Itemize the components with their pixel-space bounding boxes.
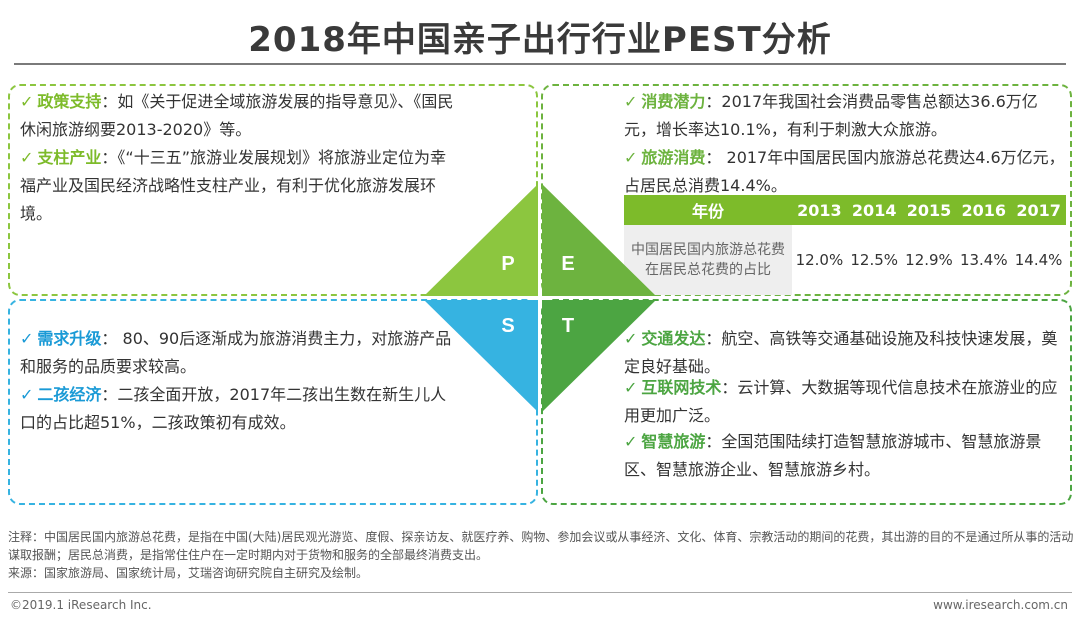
check-icon: ✓ [20,148,34,167]
website: www.iresearch.com.cn [933,598,1068,612]
technology-item-2: ✓ 互联网技术：云计算、大数据等现代信息技术在旅游业的应用更加广泛。 [624,374,1064,430]
consumption-share-table: 年份 2013 2014 2015 2016 2017 中国居民国内旅游总花费在… [624,195,1066,295]
copyright: ©2019.1 iResearch Inc. [10,598,152,612]
table-header-row: 年份 2013 2014 2015 2016 2017 [624,195,1066,225]
policy-item-2: ✓ 支柱产业：《“十三五”旅游业发展规划》将旅游业定位为幸福产业及国民经济战略性支… [20,144,460,228]
pest-letter-s: S [501,315,514,337]
policy-text: ：《“十三五”旅游业发展规划》将旅游业定位为幸福产业及国民经济战略性支柱产业，有… [20,148,447,223]
policy-keyword: 支柱产业 [37,148,102,167]
technology-text: ：云计算、大数据等现代信息技术在旅游业的应用更加广泛。 [624,378,1058,425]
table-cell: 13.4% [959,251,1008,269]
pest-letter-t: T [562,315,574,337]
economy-text: ： 2017年中国居民国内旅游总花费达4.6万亿元，占居民总消费14.4%。 [624,148,1065,195]
technology-item-3: ✓ 智慧旅游：全国范围陆续打造智慧旅游城市、智慧旅游景区、智慧旅游企业、智慧旅游乡… [624,428,1064,484]
economy-keyword: 旅游消费 [641,148,706,167]
table-header-year: 2013 [792,195,847,225]
table-cell: 14.4% [1014,251,1063,269]
society-item-1: ✓ 需求升级： 80、90后逐渐成为旅游消费主力，对旅游产品和服务的品质要求较高。 [20,325,460,381]
check-icon: ✓ [20,329,34,348]
table-cell: 12.0% [795,251,844,269]
technology-keyword: 交通发达 [641,329,706,348]
technology-item-1: ✓ 交通发达：航空、高铁等交通基础设施及科技快速发展，奠定良好基础。 [624,325,1064,381]
technology-text: ：全国范围陆续打造智慧旅游城市、智慧旅游景区、智慧旅游企业、智慧旅游乡村。 [624,432,1042,479]
table-row: 中国居民国内旅游总花费在居民总花费的占比 12.0% 12.5% 12.9% 1… [624,225,1066,295]
policy-keyword: 政策支持 [37,92,102,111]
table-header-year: 2014 [846,195,902,225]
table-header-label: 年份 [624,195,792,225]
check-icon: ✓ [624,148,638,167]
society-keyword: 二孩经济 [37,385,102,404]
technology-keyword: 互联网技术 [641,378,722,397]
pest-segment-s [424,300,538,412]
technology-text: ：航空、高铁等交通基础设施及科技快速发展，奠定良好基础。 [624,329,1058,376]
society-text: ： 80、90后逐渐成为旅游消费主力，对旅游产品和服务的品质要求较高。 [20,329,452,376]
footnote: 注释：中国居民国内旅游总花费，是指在中国(大陆)居民观光游览、度假、探亲访友、就… [8,528,1074,582]
footer-divider [8,592,1072,593]
table-row-label: 中国居民国内旅游总花费在居民总花费的占比 [624,225,792,295]
pest-segment-p [424,184,538,296]
policy-text: ：如《关于促进全域旅游发展的指导意见》、《国民休闲旅游纲要2013-2020》等… [20,92,454,139]
table-header-year: 2016 [956,195,1012,225]
economy-item-2: ✓ 旅游消费： 2017年中国居民国内旅游总花费达4.6万亿元，占居民总消费14.… [624,144,1066,200]
check-icon: ✓ [20,92,34,111]
pest-letter-e: E [561,253,574,275]
table-header-year: 2017 [1011,195,1066,225]
footnote-note: 注释：中国居民国内旅游总花费，是指在中国(大陆)居民观光游览、度假、探亲访友、就… [8,530,1074,562]
table-cell: 12.9% [905,251,953,269]
society-text: ：二孩全面开放，2017年二孩出生数在新生儿人口的占比超51%，二孩政策初有成效… [20,385,447,432]
check-icon: ✓ [624,92,638,111]
society-keyword: 需求升级 [37,329,102,348]
economy-item-1: ✓ 消费潜力：2017年我国社会消费品零售总额达36.6万亿元，增长率达10.1%… [624,88,1066,144]
policy-item-1: ✓ 政策支持：如《关于促进全域旅游发展的指导意见》、《国民休闲旅游纲要2013-2… [20,88,460,144]
page-title: 2018年中国亲子出行行业PEST分析 [248,20,832,60]
pest-segment-t [542,300,656,412]
pest-letter-p: P [501,253,514,275]
check-icon: ✓ [624,329,638,348]
table-header-year: 2015 [901,195,957,225]
technology-keyword: 智慧旅游 [641,432,706,451]
economy-keyword: 消费潜力 [641,92,706,111]
pest-segment-e [542,184,656,296]
economy-text: ：2017年我国社会消费品零售总额达36.6万亿元，增长率达10.1%，有利于刺… [624,92,1038,139]
check-icon: ✓ [624,378,638,397]
pest-diamond: P E S T [424,184,656,412]
society-item-2: ✓ 二孩经济：二孩全面开放，2017年二孩出生数在新生儿人口的占比超51%，二孩政… [20,381,460,437]
title-divider [14,63,1066,65]
check-icon: ✓ [20,385,34,404]
check-icon: ✓ [624,432,638,451]
table-cell: 12.5% [850,251,899,269]
footnote-source: 来源：国家旅游局、国家统计局，艾瑞咨询研究院自主研究及绘制。 [8,566,369,580]
